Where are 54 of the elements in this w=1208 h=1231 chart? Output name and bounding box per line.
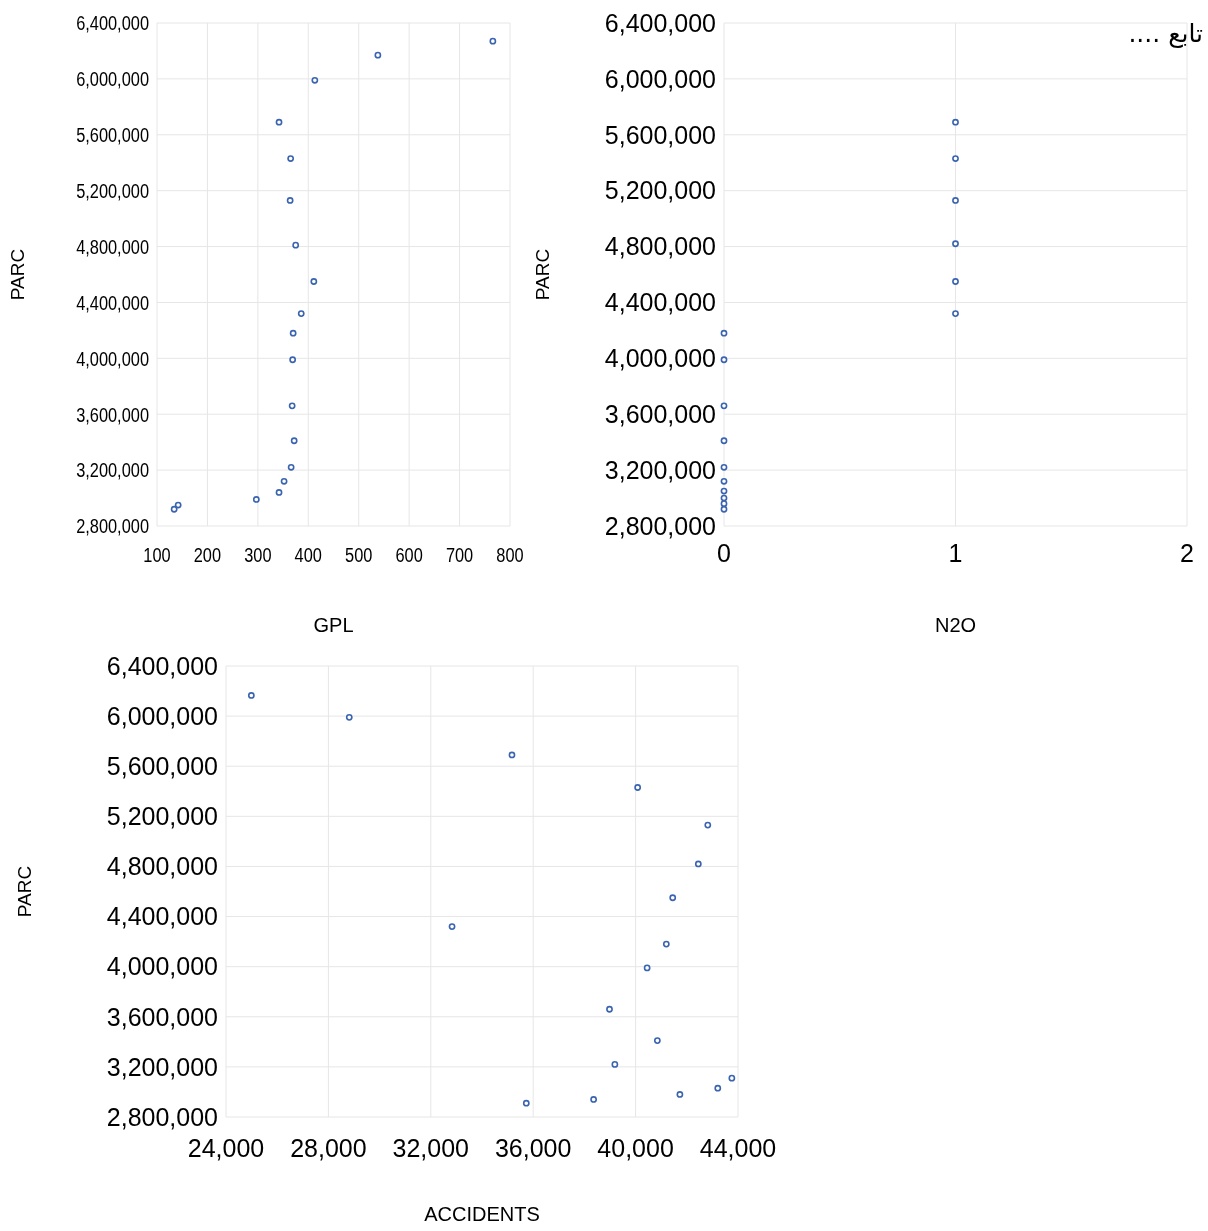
y-tick-label: 3,600,000 <box>604 399 716 428</box>
y-tick-label: 4,000,000 <box>106 952 218 981</box>
y-tick-label: 5,200,000 <box>604 176 716 205</box>
y-tick-label: 4,800,000 <box>106 852 218 881</box>
y-tick-label: 5,200,000 <box>106 802 218 831</box>
x-tick-label: 600 <box>395 543 423 567</box>
annotation: تابع .... <box>1128 19 1204 49</box>
y-axis-title: PARC <box>532 248 553 301</box>
y-tick-label: 3,600,000 <box>106 1002 218 1031</box>
x-tick-label: 500 <box>345 543 373 567</box>
x-tick-label: 32,000 <box>392 1134 470 1162</box>
y-tick-label: 5,600,000 <box>604 120 716 149</box>
y-tick-label: 4,400,000 <box>604 288 716 317</box>
x-tick-label: 300 <box>244 543 272 567</box>
x-tick-label: 200 <box>193 543 222 567</box>
y-tick-label: 6,400,000 <box>106 651 218 680</box>
x-tick-label: 1 <box>948 539 963 567</box>
y-tick-label: 4,800,000 <box>76 234 149 259</box>
x-tick-label: 400 <box>294 543 322 567</box>
y-tick-label: 2,800,000 <box>76 514 149 538</box>
x-tick-label: 100 <box>143 543 171 567</box>
y-tick-label: 6,000,000 <box>76 67 149 91</box>
y-tick-label: 5,600,000 <box>106 751 218 780</box>
y-tick-label: 3,200,000 <box>106 1052 218 1081</box>
x-tick-label: 44,000 <box>699 1134 777 1162</box>
y-tick-label: 4,400,000 <box>76 290 149 315</box>
x-axis-title: ACCIDENTS <box>424 1203 540 1225</box>
y-axis-title: PARC <box>7 248 28 301</box>
y-tick-label: 3,200,000 <box>604 455 716 484</box>
y-tick-label: 6,400,000 <box>604 8 716 37</box>
y-tick-label: 3,200,000 <box>76 458 149 482</box>
y-tick-label: 4,800,000 <box>604 232 716 261</box>
y-tick-label: 2,800,000 <box>604 511 716 540</box>
y-tick-label: 5,600,000 <box>76 123 149 147</box>
y-tick-label: 4,400,000 <box>106 902 218 931</box>
y-tick-label: 2,800,000 <box>106 1102 218 1131</box>
x-tick-label: 36,000 <box>494 1134 572 1162</box>
y-tick-label: 6,400,000 <box>76 11 149 35</box>
y-tick-label: 5,200,000 <box>76 179 149 203</box>
x-tick-label: 0 <box>717 539 731 567</box>
y-tick-label: 4,000,000 <box>76 346 149 371</box>
x-tick-label: 2 <box>1180 539 1194 567</box>
y-tick-label: 4,000,000 <box>604 344 716 373</box>
x-axis-title: GPL <box>313 614 354 636</box>
x-tick-label: 800 <box>496 543 524 567</box>
x-tick-label: 28,000 <box>290 1134 367 1162</box>
y-tick-label: 6,000,000 <box>106 701 218 730</box>
y-tick-label: 6,000,000 <box>604 64 716 93</box>
x-tick-label: 24,000 <box>187 1134 265 1162</box>
x-tick-label: 700 <box>445 543 474 567</box>
x-axis-title: N2O <box>934 614 977 636</box>
y-axis-title: PARC <box>14 865 35 918</box>
x-tick-label: 40,000 <box>597 1134 674 1162</box>
y-tick-label: 3,600,000 <box>76 402 149 427</box>
